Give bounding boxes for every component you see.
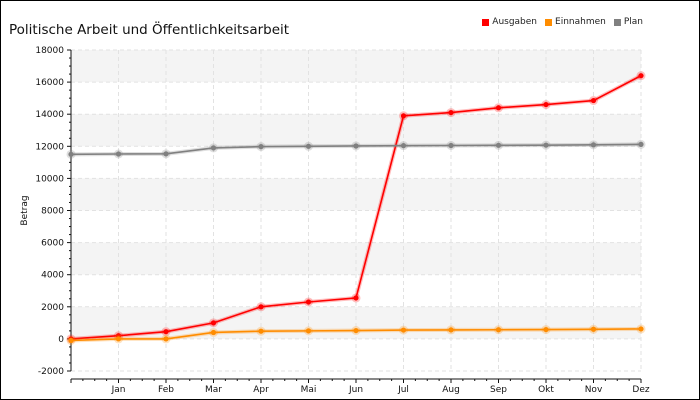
data-point bbox=[495, 105, 502, 111]
data-point bbox=[448, 109, 454, 116]
legend-label-plan: Plan bbox=[623, 17, 643, 27]
y-tick-label: 18000 bbox=[35, 46, 64, 56]
y-tick-label: 8000 bbox=[41, 207, 64, 217]
legend-label-ausgaben: Ausgaben bbox=[492, 17, 538, 27]
data-point bbox=[210, 320, 217, 326]
y-tick-label: 2000 bbox=[41, 303, 64, 313]
x-tick-label: Aug bbox=[442, 385, 460, 395]
x-tick-label: Sep bbox=[490, 385, 507, 395]
x-tick-label: Dez bbox=[632, 385, 649, 395]
data-point bbox=[163, 336, 169, 342]
x-tick-label: Mar bbox=[205, 385, 222, 395]
data-point bbox=[305, 328, 312, 334]
legend-item-ausgaben[interactable]: Ausgaben bbox=[482, 17, 537, 27]
data-point bbox=[68, 151, 74, 157]
x-tick-label: Jan bbox=[111, 385, 126, 395]
y-tick-label: 12000 bbox=[35, 142, 64, 152]
legend-swatch-einnahmen bbox=[545, 18, 553, 26]
x-tick-label: Feb bbox=[158, 385, 174, 395]
x-tick-label: Jul bbox=[397, 385, 409, 395]
data-point bbox=[638, 73, 644, 79]
data-point bbox=[163, 151, 169, 157]
data-point bbox=[353, 143, 359, 149]
x-tick-label: Nov bbox=[585, 385, 603, 395]
data-point bbox=[590, 97, 597, 104]
data-point bbox=[448, 327, 454, 333]
data-point bbox=[68, 337, 74, 344]
y-tick-label: 10000 bbox=[35, 174, 64, 184]
data-point bbox=[400, 113, 407, 119]
x-tick-label: Jun bbox=[348, 385, 363, 395]
data-point bbox=[543, 326, 549, 333]
data-point bbox=[163, 329, 169, 335]
legend-swatch-plan bbox=[613, 18, 621, 26]
y-tick-label: 6000 bbox=[41, 239, 64, 249]
data-point bbox=[305, 143, 312, 149]
x-tick-label: Apr bbox=[253, 385, 269, 395]
data-point bbox=[400, 327, 407, 333]
legend-item-einnahmen[interactable]: Einnahmen bbox=[545, 17, 606, 27]
data-point bbox=[495, 142, 502, 148]
data-point bbox=[590, 142, 597, 148]
data-point bbox=[258, 144, 264, 150]
y-tick-label: 16000 bbox=[35, 78, 64, 88]
chart-title: Politische Arbeit und Öffentlichkeitsarb… bbox=[9, 22, 290, 38]
legend-swatch-ausgaben bbox=[482, 18, 490, 26]
y-tick-label: 0 bbox=[58, 335, 64, 345]
y-tick-label: 4000 bbox=[41, 271, 64, 281]
x-tick-label: Mai bbox=[301, 385, 317, 395]
data-point bbox=[115, 336, 122, 342]
legend: Ausgaben Einnahmen Plan bbox=[482, 17, 643, 27]
y-tick-label: -2000 bbox=[38, 367, 64, 377]
y-tick-label: 14000 bbox=[35, 110, 64, 120]
legend-item-plan[interactable]: Plan bbox=[613, 17, 643, 27]
data-point bbox=[638, 141, 644, 147]
legend-label-einnahmen: Einnahmen bbox=[555, 17, 606, 27]
data-point bbox=[590, 326, 597, 332]
data-point bbox=[543, 142, 549, 148]
data-point bbox=[495, 327, 502, 333]
data-point bbox=[400, 143, 407, 149]
data-point bbox=[210, 329, 217, 336]
data-point bbox=[353, 327, 359, 334]
data-point bbox=[305, 299, 312, 305]
data-point bbox=[543, 101, 549, 108]
data-point bbox=[638, 326, 644, 332]
data-point bbox=[353, 295, 359, 301]
data-point bbox=[115, 151, 122, 157]
data-point bbox=[210, 145, 217, 151]
y-axis-title: Betrag bbox=[20, 195, 30, 225]
data-point bbox=[448, 142, 454, 149]
x-tick-label: Okt bbox=[538, 385, 554, 395]
data-point bbox=[258, 328, 264, 334]
data-point bbox=[258, 304, 264, 310]
